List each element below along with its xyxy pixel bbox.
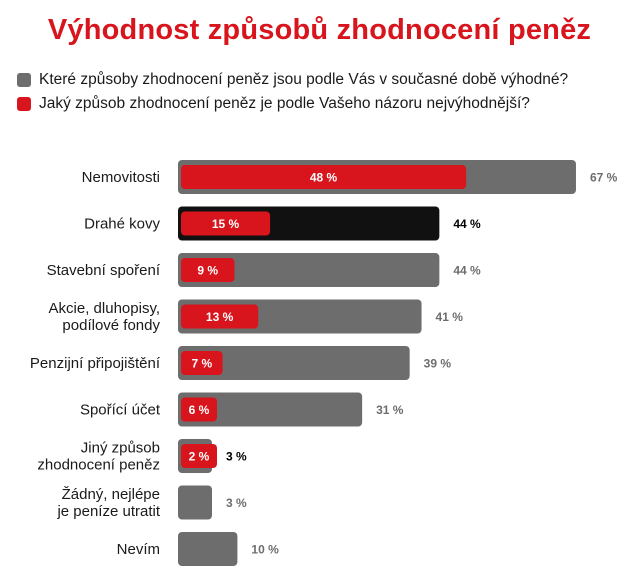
bar-suitable [178,532,238,566]
category-label: Drahé kovy [84,216,160,233]
category-label: zhodnocení peněz [37,457,160,474]
value-label-suitable: 44 % [453,264,481,278]
value-label-suitable: 31 % [376,403,404,417]
category-label: Nevím [117,541,160,558]
category-label: Žádný, nejlépe [62,486,160,503]
legend-label-best: Jaký způsob zhodnocení peněz je podle Va… [39,95,530,112]
value-label-suitable: 3 % [226,496,247,510]
value-label-best: 7 % [191,357,212,371]
legend-swatch-grey [17,73,31,87]
value-label-suitable: 3 % [226,450,247,464]
category-label: Penzijní připojištění [30,355,161,372]
chart-title: Výhodnost způsobů zhodnocení peněz [47,14,592,46]
category-label: Akcie, dluhopisy, [49,300,160,317]
value-label-suitable: 39 % [424,357,452,371]
category-label: podílové fondy [62,317,160,334]
legend-label-suitable: Které způsoby zhodnocení peněz jsou podl… [39,71,569,88]
bar-best [181,258,235,282]
bar-suitable [178,346,410,380]
value-label-best: 9 % [197,264,218,278]
bar-suitable [178,392,363,427]
bar-best [181,304,259,329]
category-label: Stavební spoření [47,262,161,279]
bar-suitable [178,485,212,520]
category-label: Jiný způsob [81,440,160,457]
bar-best [181,211,271,236]
value-label-suitable: 41 % [436,310,464,324]
value-label-best: 13 % [206,310,234,324]
category-label: Nemovitosti [82,169,160,186]
legend: Které způsoby zhodnocení peněz jsou podl… [17,68,568,116]
value-label-best: 15 % [212,217,240,231]
value-label-suitable: 10 % [251,543,279,557]
legend-swatch-red [17,97,31,111]
bar-best [181,397,217,422]
value-label-suitable: 67 % [590,171,618,185]
bar-best [181,165,467,189]
value-label-suitable: 44 % [453,217,481,231]
bar-best [181,444,217,468]
bar-suitable [178,253,440,287]
bar-best [181,351,223,375]
value-label-best: 6 % [189,403,210,417]
category-label: Spořící účet [80,402,161,419]
legend-item-best: Jaký způsob zhodnocení peněz je podle Va… [17,92,568,116]
category-label: je peníze utratit [56,503,160,520]
value-label-best: 2 % [189,450,210,464]
legend-item-suitable: Které způsoby zhodnocení peněz jsou podl… [17,68,568,92]
value-label-best: 48 % [310,171,338,185]
